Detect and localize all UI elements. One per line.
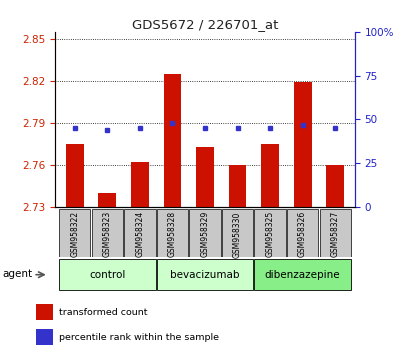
Bar — [254, 259, 350, 290]
Title: GDS5672 / 226701_at: GDS5672 / 226701_at — [131, 18, 278, 31]
Text: GSM958328: GSM958328 — [168, 211, 177, 257]
Text: GSM958324: GSM958324 — [135, 211, 144, 257]
Bar — [261, 144, 279, 207]
Bar — [196, 147, 213, 207]
Text: GSM958323: GSM958323 — [103, 211, 112, 257]
Text: GSM958327: GSM958327 — [330, 211, 339, 257]
Text: transformed count: transformed count — [58, 308, 147, 316]
Text: GSM958322: GSM958322 — [70, 211, 79, 257]
Text: GSM958325: GSM958325 — [265, 211, 274, 257]
Bar — [36, 304, 53, 320]
Text: GSM958329: GSM958329 — [200, 211, 209, 257]
Bar — [59, 259, 155, 290]
Bar — [36, 329, 53, 345]
Bar — [228, 165, 246, 207]
Bar — [124, 209, 155, 257]
Bar — [319, 209, 350, 257]
Bar — [293, 82, 311, 207]
Bar — [92, 209, 123, 257]
Text: GSM958330: GSM958330 — [232, 211, 241, 258]
Bar — [286, 209, 317, 257]
Bar — [98, 193, 116, 207]
Bar — [221, 209, 252, 257]
Text: percentile rank within the sample: percentile rank within the sample — [58, 332, 218, 342]
Bar — [66, 144, 83, 207]
Bar — [254, 209, 285, 257]
Bar — [59, 209, 90, 257]
Text: dibenzazepine: dibenzazepine — [264, 270, 339, 280]
Bar — [130, 162, 148, 207]
Bar — [157, 209, 188, 257]
Text: bevacizumab: bevacizumab — [170, 270, 239, 280]
Bar — [326, 165, 343, 207]
Text: GSM958326: GSM958326 — [297, 211, 306, 257]
Text: control: control — [89, 270, 125, 280]
Bar — [189, 209, 220, 257]
Bar — [157, 259, 252, 290]
Text: agent: agent — [3, 269, 33, 279]
Bar — [163, 74, 181, 207]
